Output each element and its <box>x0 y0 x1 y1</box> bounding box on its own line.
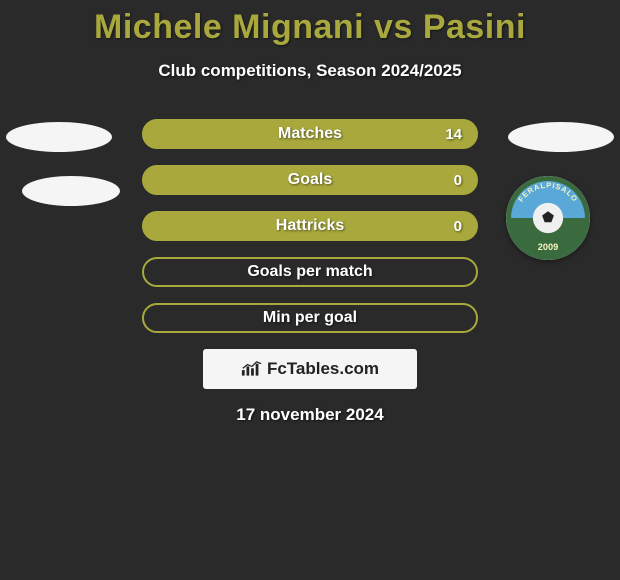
stat-row-goals: Goals 0 <box>142 165 478 195</box>
stat-row-matches: Matches 14 <box>142 119 478 149</box>
stat-row-hattricks: Hattricks 0 <box>142 211 478 241</box>
stats-container: Matches 14 Goals 0 Hattricks 0 Goals per match… <box>0 119 620 333</box>
stat-value: 14 <box>445 126 462 143</box>
branding-text: FcTables.com <box>267 359 379 379</box>
stat-row-goals-per-match: Goals per match <box>142 257 478 287</box>
stat-label: Matches <box>278 125 342 143</box>
stat-label: Goals per match <box>247 263 372 281</box>
stat-row-min-per-goal: Min per goal <box>142 303 478 333</box>
stat-label: Hattricks <box>276 217 344 235</box>
stat-value: 0 <box>454 218 462 235</box>
bar-chart-icon <box>241 360 263 378</box>
branding-badge[interactable]: FcTables.com <box>203 349 417 389</box>
stat-label: Min per goal <box>263 309 357 327</box>
stat-label: Goals <box>288 171 332 189</box>
stat-value: 0 <box>454 172 462 189</box>
snapshot-date: 17 november 2024 <box>0 405 620 425</box>
page-subtitle: Club competitions, Season 2024/2025 <box>0 61 620 81</box>
page-title: Michele Mignani vs Pasini <box>0 0 620 47</box>
